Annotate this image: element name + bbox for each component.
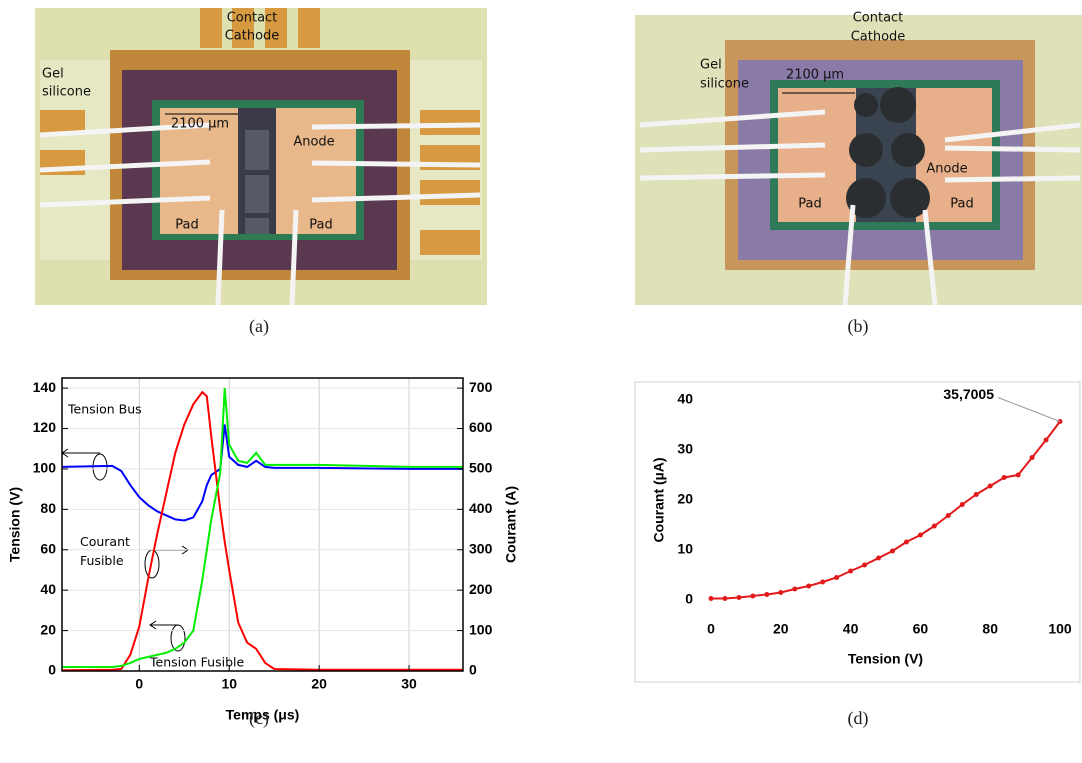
data-point	[931, 523, 937, 529]
data-point	[848, 568, 854, 574]
photo-a: Contact Cathode Gel silicone 2100 µm Ano…	[35, 8, 487, 306]
data-point	[764, 592, 770, 597]
x-tick-label: 0	[707, 621, 715, 637]
x-axis-label: Temps (μs)	[226, 707, 300, 723]
photo-label: Gel	[42, 67, 64, 82]
photo-label: silicone	[700, 77, 749, 92]
x-tick-label: 60	[913, 621, 929, 637]
y-tick-label: 20	[40, 621, 56, 637]
y-tick-label: 40	[40, 581, 56, 597]
data-point	[750, 593, 756, 599]
data-point	[1029, 455, 1035, 460]
data-point	[806, 583, 812, 589]
x-axis-label: Tension (V)	[848, 651, 923, 667]
x-tick-label: 80	[982, 621, 998, 637]
data-point	[987, 483, 993, 489]
series-label: Tension Fusible	[149, 655, 244, 670]
y2-tick-label: 700	[469, 379, 493, 395]
y-axis-label: Courant (µA)	[651, 457, 667, 542]
data-point	[959, 502, 965, 507]
y-tick-label: 10	[677, 541, 693, 557]
x-tick-label: 100	[1048, 621, 1072, 637]
y2-tick-label: 400	[469, 500, 493, 516]
data-point	[708, 596, 714, 601]
x-tick-label: 20	[311, 676, 327, 692]
caption: (b)	[848, 316, 869, 337]
y2-axis-label: Courant (A)	[503, 486, 519, 563]
caption: (d)	[848, 708, 869, 729]
photo-label: Anode	[926, 162, 967, 177]
series-line	[61, 424, 463, 522]
photo-label: Contact	[853, 11, 904, 26]
data-point	[876, 555, 882, 561]
data-point	[917, 532, 923, 538]
y-tick-label: 0	[685, 591, 693, 607]
data-label: 35,7005	[943, 386, 994, 402]
y-tick-label: 80	[40, 500, 56, 516]
y-tick-label: 140	[33, 379, 57, 395]
photo-label: Contact	[227, 11, 278, 26]
data-point	[722, 596, 728, 601]
photo-label: Cathode	[225, 29, 280, 44]
chart-border	[634, 381, 1081, 683]
label-leader	[997, 397, 1061, 422]
photo-label: Pad	[309, 218, 332, 233]
y-tick-label: 0	[48, 662, 56, 678]
plot-frame	[61, 377, 464, 672]
photo-label: Cathode	[851, 30, 906, 45]
caption: (a)	[249, 316, 269, 337]
series-line	[62, 388, 463, 668]
data-point	[736, 595, 742, 600]
data-point	[778, 590, 784, 595]
x-tick-label: 0	[135, 676, 143, 692]
photo-label: Pad	[950, 197, 973, 212]
y2-tick-label: 200	[469, 581, 493, 597]
data-point	[792, 586, 798, 592]
data-point	[1015, 472, 1021, 478]
data-point	[889, 548, 895, 554]
data-point	[945, 513, 951, 518]
photo-b: Contact Cathode Gel silicone 2100 µm Ano…	[635, 11, 1082, 306]
photo-label: Gel	[700, 58, 722, 73]
data-point	[1001, 475, 1007, 480]
y-tick-label: 40	[677, 391, 693, 407]
trend-line	[711, 420, 1061, 600]
y2-tick-label: 100	[469, 621, 493, 637]
x-tick-label: 20	[773, 621, 789, 637]
y2-tick-label: 0	[469, 662, 477, 678]
photo-label: silicone	[42, 85, 91, 100]
photo-label: 2100 µm	[171, 117, 229, 132]
data-point	[1043, 437, 1049, 443]
y2-tick-label: 500	[469, 460, 493, 476]
y-tick-label: 30	[677, 441, 693, 457]
data-point	[862, 562, 868, 568]
y2-tick-label: 600	[469, 419, 493, 435]
caption: (c)	[249, 708, 269, 729]
y-tick-label: 20	[677, 491, 693, 507]
series-label: Tension Bus	[67, 402, 142, 417]
x-tick-label: 40	[843, 621, 859, 637]
series-label: Courant Fusible	[80, 534, 130, 568]
data-point	[834, 575, 840, 580]
data-point	[903, 539, 909, 545]
y-tick-label: 100	[33, 460, 57, 476]
photo-label: 2100 µm	[786, 68, 844, 83]
photo-label: Pad	[798, 197, 821, 212]
data-point	[820, 579, 826, 585]
x-tick-label: 10	[221, 676, 237, 692]
data-point	[973, 492, 979, 497]
photo-label: Anode	[293, 135, 334, 150]
series-line	[61, 390, 463, 672]
y2-tick-label: 300	[469, 540, 493, 556]
y-tick-label: 120	[33, 419, 57, 435]
photo-label: Pad	[175, 218, 198, 233]
y-axis-label: Tension (V)	[7, 487, 23, 562]
x-tick-label: 30	[401, 676, 417, 692]
y-tick-label: 60	[40, 540, 56, 556]
